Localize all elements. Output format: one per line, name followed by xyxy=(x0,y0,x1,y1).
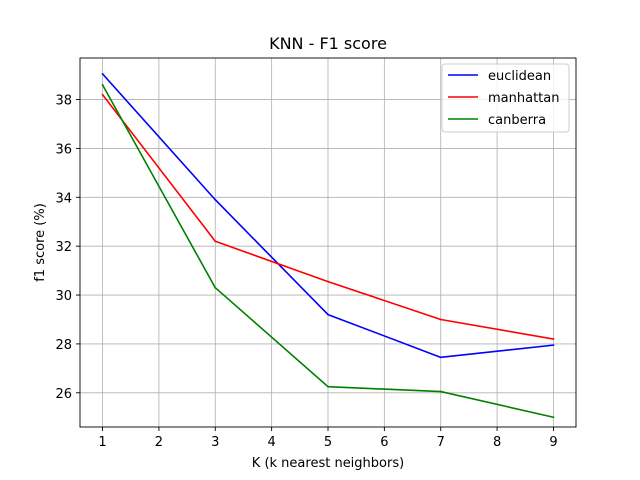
chart-title: KNN - F1 score xyxy=(269,34,387,53)
legend: euclidean manhattan canberra xyxy=(441,63,570,133)
data-point-canberra xyxy=(214,286,217,289)
x-tick-label: 7 xyxy=(437,435,445,450)
y-axis-label: f1 score (%) xyxy=(33,203,48,282)
y-tick-label: 36 xyxy=(55,142,72,157)
y-tick-label: 34 xyxy=(55,191,72,206)
y-tick-label: 26 xyxy=(55,387,72,402)
x-tick-label: 5 xyxy=(324,435,332,450)
legend-box xyxy=(441,63,570,133)
y-tick-label: 32 xyxy=(55,240,72,255)
data-point-canberra xyxy=(552,416,555,419)
x-axis-label: K (k nearest neighbors) xyxy=(252,456,404,471)
x-tick-label: 1 xyxy=(98,435,106,450)
y-tick-label: 38 xyxy=(55,94,72,109)
x-axis-ticks: 1 2 3 4 5 6 7 8 9 xyxy=(98,427,558,450)
data-point-manhattan xyxy=(214,240,217,243)
x-tick-label: 6 xyxy=(380,435,388,450)
x-tick-label: 8 xyxy=(493,435,501,450)
data-point-euclidean xyxy=(101,72,104,75)
data-point-manhattan xyxy=(327,280,329,283)
grid xyxy=(80,58,576,427)
x-tick-label: 3 xyxy=(211,435,219,450)
legend-label-canberra: canberra xyxy=(488,113,546,128)
series-lines xyxy=(101,72,555,419)
x-tick-label: 2 xyxy=(155,435,163,450)
y-tick-label: 28 xyxy=(55,338,72,353)
data-point-canberra xyxy=(327,385,329,388)
data-point-euclidean xyxy=(552,344,555,347)
y-tick-label: 30 xyxy=(55,289,72,304)
data-point-manhattan xyxy=(439,318,442,321)
data-point-euclidean xyxy=(214,198,217,201)
x-tick-label: 4 xyxy=(267,435,275,450)
legend-label-manhattan: manhattan xyxy=(488,91,559,106)
x-tick-label: 9 xyxy=(549,435,557,450)
y-axis-ticks: 26 28 30 32 34 36 38 xyxy=(55,94,80,402)
data-point-manhattan xyxy=(101,93,104,96)
data-point-euclidean xyxy=(327,313,329,316)
data-point-canberra xyxy=(439,390,442,393)
data-point-canberra xyxy=(101,83,104,86)
data-point-euclidean xyxy=(439,356,442,359)
data-point-manhattan xyxy=(552,338,555,340)
legend-label-euclidean: euclidean xyxy=(488,69,551,84)
